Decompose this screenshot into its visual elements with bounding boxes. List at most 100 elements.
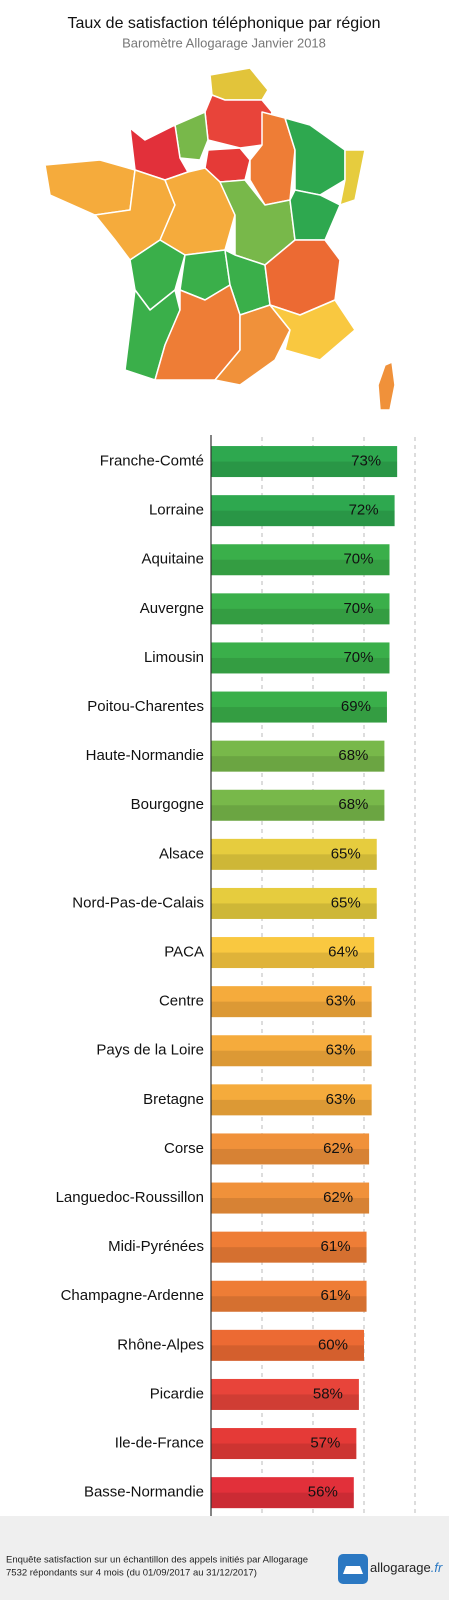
bar [211, 1231, 367, 1263]
category-label: PACA [164, 944, 204, 961]
footer-note: Enquête satisfaction sur un échantillon … [6, 1555, 308, 1566]
bar-shade [211, 707, 387, 723]
category-label: Bourgogne [131, 796, 204, 813]
bar-group [211, 1035, 372, 1067]
bar [211, 1133, 370, 1165]
bar-shade [211, 559, 390, 576]
bar [211, 937, 375, 969]
category-label: Midi-Pyrénées [108, 1238, 204, 1255]
value-label: 57% [310, 1435, 340, 1452]
bar [211, 642, 390, 674]
value-label: 56% [308, 1484, 338, 1501]
value-label: 63% [326, 993, 356, 1010]
bar-shade [211, 1001, 372, 1018]
bar-group [211, 937, 375, 969]
region-bretagne [44, 159, 136, 216]
value-label: 70% [343, 551, 373, 568]
bar-group [211, 642, 390, 674]
category-label: Bretagne [143, 1091, 204, 1108]
bar-shade [211, 461, 398, 478]
bar [211, 1035, 372, 1067]
bar-shade [211, 756, 385, 772]
region-lorraine [284, 117, 346, 196]
bar-group [211, 544, 390, 576]
region-paca [269, 299, 356, 361]
bar-group [211, 1477, 354, 1509]
bar-shade [211, 1394, 359, 1410]
bar-group [211, 446, 398, 478]
bar [211, 1084, 372, 1116]
value-label: 69% [341, 698, 371, 715]
bar [211, 838, 377, 870]
bar-group [211, 1133, 370, 1165]
bar [211, 740, 385, 772]
logo-name: allogarage [370, 1560, 431, 1575]
category-label: Rhône-Alpes [117, 1336, 204, 1353]
logo-suffix: .fr [431, 1560, 443, 1575]
bar [211, 544, 390, 576]
value-label: 73% [351, 453, 381, 470]
bar [211, 986, 372, 1018]
bar-shade [211, 854, 377, 870]
category-label: Picardie [150, 1385, 204, 1402]
bar [211, 1477, 354, 1509]
bar-group [211, 789, 385, 821]
value-label: 62% [323, 1189, 353, 1206]
category-label: Pays de la Loire [96, 1042, 204, 1059]
bar-group [211, 1182, 370, 1214]
bar [211, 691, 387, 723]
subtitle: Baromètre Allogarage Janvier 2018 [122, 35, 326, 50]
bar [211, 789, 385, 821]
bar [211, 495, 395, 527]
bar [211, 446, 398, 478]
bar [211, 593, 390, 625]
value-label: 58% [313, 1385, 343, 1402]
region-franche-comte [289, 189, 341, 241]
bar-group [211, 887, 377, 919]
value-label: 68% [338, 747, 368, 764]
region-corse [377, 361, 396, 411]
bar [211, 1182, 370, 1214]
bar-group [211, 1329, 364, 1361]
value-label: 65% [331, 845, 361, 862]
value-label: 72% [349, 502, 379, 519]
bar-shade [211, 903, 377, 919]
value-label: 60% [318, 1336, 348, 1353]
bar-group [211, 593, 390, 625]
bar-group [211, 1378, 359, 1410]
footer-note: 7532 répondants sur 4 mois (du 01/09/201… [6, 1568, 257, 1579]
bar-shade [211, 1099, 372, 1116]
bar-group [211, 1084, 372, 1116]
value-label: 61% [321, 1238, 351, 1255]
region-centre [159, 167, 236, 256]
category-label: Franche-Comté [100, 453, 204, 470]
bar-group [211, 986, 372, 1018]
bar-shade [211, 608, 390, 625]
region-alsace [339, 149, 366, 206]
bar-group [211, 1428, 357, 1460]
bar-shade [211, 1296, 367, 1312]
bar-group [211, 1280, 367, 1312]
france-map [44, 67, 396, 411]
bar-shade [211, 1050, 372, 1067]
category-label: Haute-Normandie [86, 747, 204, 764]
footer-band [0, 1516, 449, 1600]
value-label: 64% [328, 944, 358, 961]
category-label: Ile-de-France [115, 1435, 204, 1452]
bar-shade [211, 1148, 370, 1165]
bar-group [211, 1231, 367, 1263]
bar-group [211, 838, 377, 870]
category-label: Nord-Pas-de-Calais [72, 894, 204, 911]
category-label: Poitou-Charentes [87, 698, 204, 715]
bar-shade [211, 952, 375, 969]
bar [211, 1378, 359, 1410]
bar-group [211, 691, 387, 723]
category-label: Alsace [159, 845, 204, 862]
bar-group [211, 740, 385, 772]
category-label: Lorraine [149, 502, 204, 519]
value-label: 62% [323, 1140, 353, 1157]
bar-shade [211, 1443, 357, 1460]
bar [211, 1280, 367, 1312]
bar-shade [211, 657, 390, 674]
